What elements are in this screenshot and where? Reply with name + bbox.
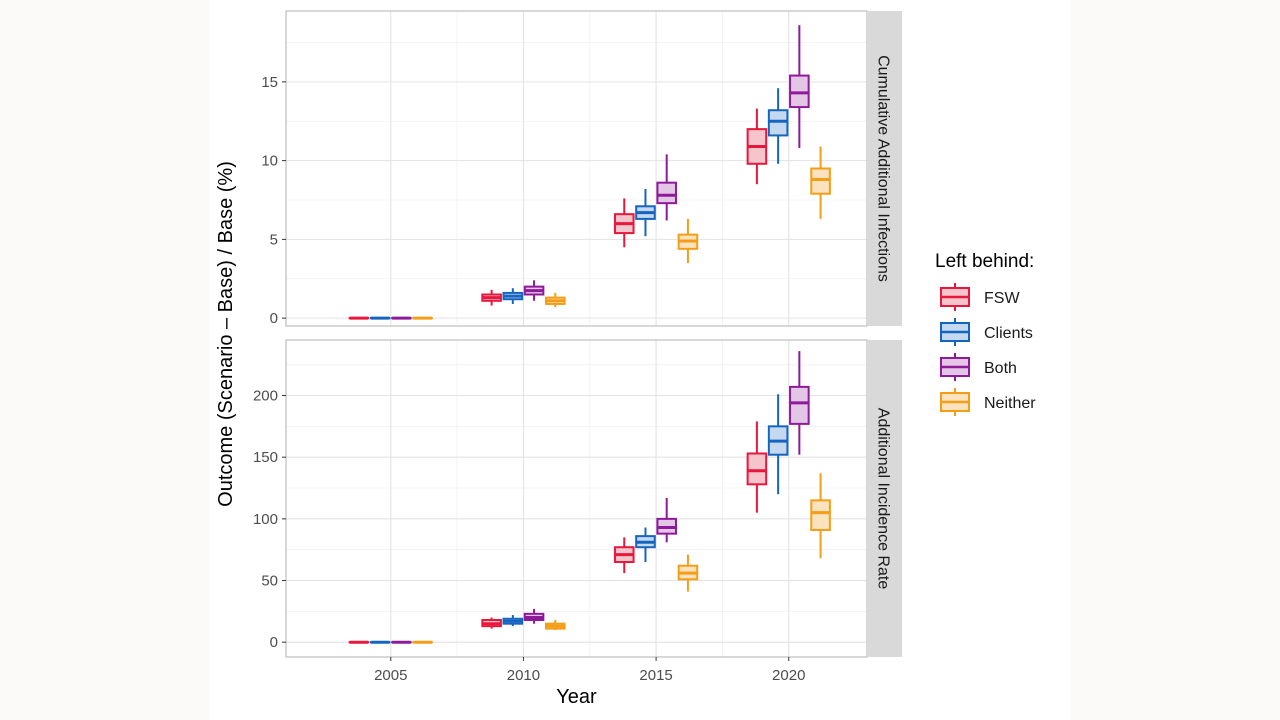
y-tick-label: 0 [270, 310, 278, 327]
y-tick-label: 150 [253, 449, 278, 466]
x-tick-label: 2015 [639, 667, 672, 684]
legend-label-both: Both [984, 360, 1017, 377]
box-neither-2020 [810, 167, 831, 195]
strip-background [867, 11, 902, 326]
legend-label-neither: Neither [984, 395, 1036, 412]
strip-label: Additional Incidence Rate [875, 408, 892, 590]
box-fsw-2020 [746, 452, 768, 486]
box-both-2020 [789, 385, 810, 425]
panel-background [286, 340, 867, 657]
legend-label-fsw: FSW [984, 290, 1020, 307]
strip-background [867, 340, 902, 657]
box-both-2020 [789, 74, 810, 109]
figure: 0 5 10 15 Cumulative Additional Infections 0 5… [209, 0, 1071, 720]
boxplot-chart: 0 5 10 15 Cumulative Additional Infections 0 5… [215, 10, 1036, 708]
x-tick-label: 2010 [507, 667, 540, 684]
y-tick-label: 100 [253, 511, 278, 528]
box-neither-2020 [810, 499, 831, 531]
y-tick-label: 5 [270, 231, 278, 248]
x-tick-label: 2020 [772, 667, 805, 684]
y-axis-title: Outcome (Scenario – Base) / Base (%) [215, 161, 237, 507]
x-tick-label: 2005 [374, 667, 407, 684]
box-clients-2020 [767, 109, 789, 137]
panel-background [286, 11, 867, 326]
strip-label: Cumulative Additional Infections [875, 55, 892, 282]
y-tick-label: 50 [261, 573, 278, 590]
legend-label-clients: Clients [984, 325, 1033, 342]
legend-title: Left behind: [935, 251, 1034, 272]
y-tick-label: 0 [270, 634, 278, 651]
y-tick-label: 10 [261, 153, 278, 170]
y-tick-label: 200 [253, 388, 278, 405]
box-both-2015 [656, 181, 677, 205]
y-tick-label: 15 [261, 74, 278, 91]
x-axis-title: Year [556, 686, 597, 708]
